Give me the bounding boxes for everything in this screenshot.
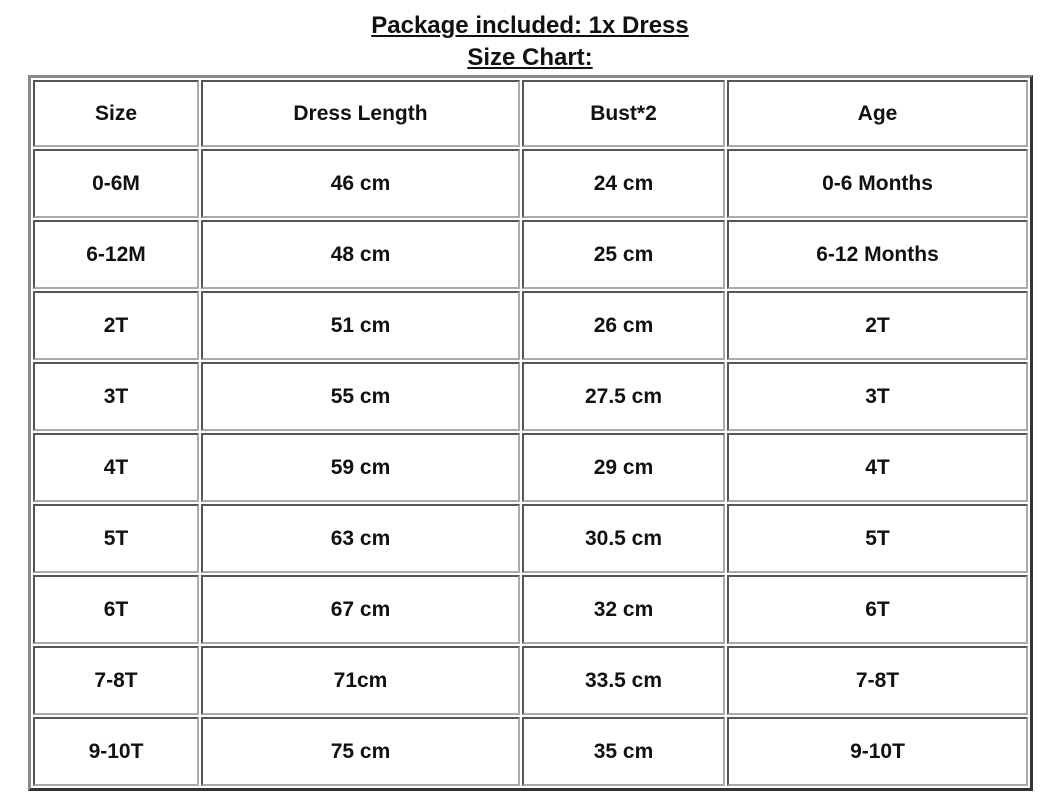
cell-size: 4T [33, 433, 199, 502]
cell-dress-length: 48 cm [201, 220, 520, 289]
cell-bust: 33.5 cm [522, 646, 725, 715]
cell-size: 2T [33, 291, 199, 360]
cell-age: 2T [727, 291, 1028, 360]
cell-bust: 27.5 cm [522, 362, 725, 431]
cell-bust: 25 cm [522, 220, 725, 289]
table-row: 6T 67 cm 32 cm 6T [33, 575, 1028, 644]
cell-size: 0-6M [33, 149, 199, 218]
cell-bust: 26 cm [522, 291, 725, 360]
cell-age: 6T [727, 575, 1028, 644]
cell-bust: 29 cm [522, 433, 725, 502]
cell-age: 6-12 Months [727, 220, 1028, 289]
cell-dress-length: 55 cm [201, 362, 520, 431]
table-row: 4T 59 cm 29 cm 4T [33, 433, 1028, 502]
cell-bust: 30.5 cm [522, 504, 725, 573]
table-row: 7-8T 71cm 33.5 cm 7-8T [33, 646, 1028, 715]
table-row: 2T 51 cm 26 cm 2T [33, 291, 1028, 360]
cell-bust: 24 cm [522, 149, 725, 218]
cell-dress-length: 71cm [201, 646, 520, 715]
cell-age: 4T [727, 433, 1028, 502]
cell-bust: 32 cm [522, 575, 725, 644]
cell-age: 5T [727, 504, 1028, 573]
table-row: 5T 63 cm 30.5 cm 5T [33, 504, 1028, 573]
cell-dress-length: 67 cm [201, 575, 520, 644]
cell-size: 5T [33, 504, 199, 573]
cell-age: 0-6 Months [727, 149, 1028, 218]
cell-age: 3T [727, 362, 1028, 431]
heading: Package included: 1x Dress Size Chart: [0, 10, 1060, 74]
size-chart-title: Size Chart: [467, 44, 593, 71]
header-dress-length: Dress Length [201, 80, 520, 147]
table-row: 0-6M 46 cm 24 cm 0-6 Months [33, 149, 1028, 218]
cell-size: 7-8T [33, 646, 199, 715]
cell-dress-length: 46 cm [201, 149, 520, 218]
cell-dress-length: 63 cm [201, 504, 520, 573]
cell-size: 6-12M [33, 220, 199, 289]
cell-size: 3T [33, 362, 199, 431]
cell-size: 6T [33, 575, 199, 644]
package-title: Package included: 1x Dress [371, 12, 689, 39]
cell-size: 9-10T [33, 717, 199, 786]
cell-dress-length: 75 cm [201, 717, 520, 786]
cell-age: 7-8T [727, 646, 1028, 715]
size-chart-table: Size Dress Length Bust*2 Age 0-6M 46 cm 24 cm… [28, 75, 1033, 791]
cell-age: 9-10T [727, 717, 1028, 786]
cell-bust: 35 cm [522, 717, 725, 786]
header-age: Age [727, 80, 1028, 147]
header-bust: Bust*2 [522, 80, 725, 147]
header-size: Size [33, 80, 199, 147]
table-row: 3T 55 cm 27.5 cm 3T [33, 362, 1028, 431]
table-row: 9-10T 75 cm 35 cm 9-10T [33, 717, 1028, 786]
header-row: Size Dress Length Bust*2 Age [33, 80, 1028, 147]
table-row: 6-12M 48 cm 25 cm 6-12 Months [33, 220, 1028, 289]
cell-dress-length: 51 cm [201, 291, 520, 360]
cell-dress-length: 59 cm [201, 433, 520, 502]
